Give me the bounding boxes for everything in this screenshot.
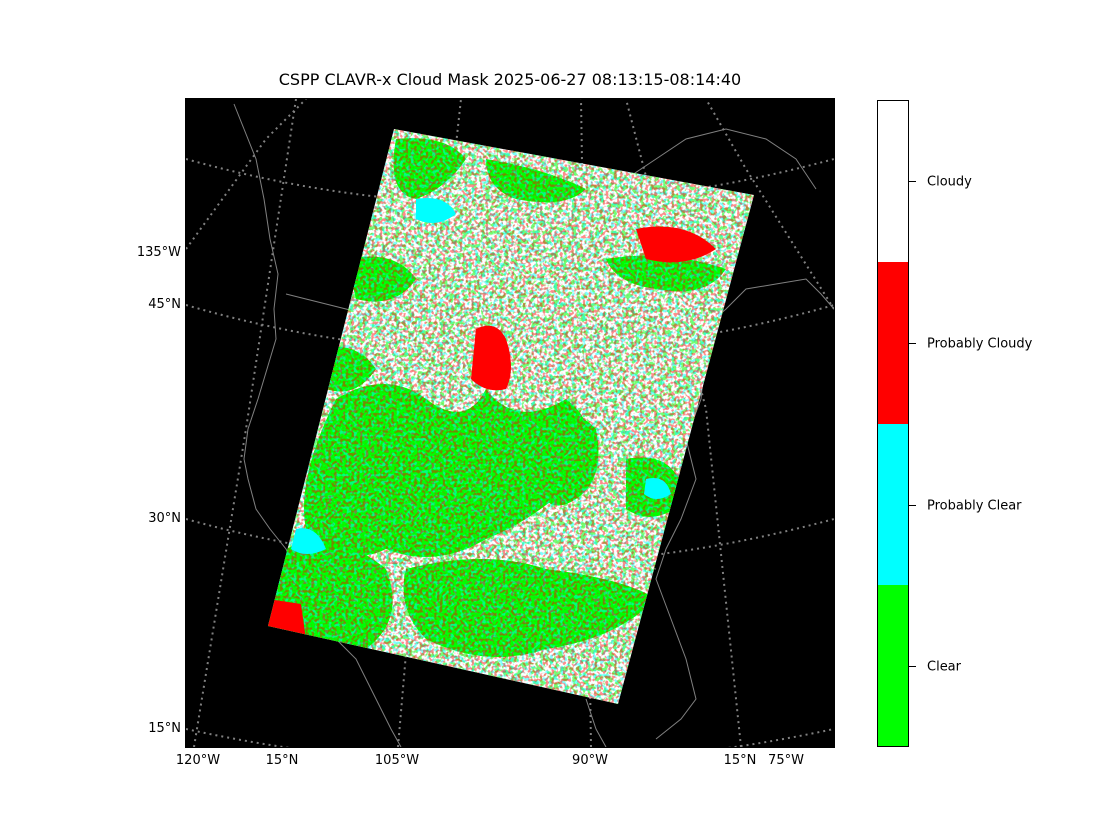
map-panel	[185, 98, 835, 748]
lon-label-135w: 135°W	[136, 245, 181, 260]
colorbar-tick	[909, 181, 916, 182]
cloud-mask-swath	[268, 129, 754, 704]
lat-label-bottom-15n-a: 15°N	[265, 753, 299, 768]
lat-label-30n: 30°N	[148, 511, 181, 526]
colorbar-cloudy-segment	[878, 101, 908, 263]
map-canvas	[186, 99, 834, 747]
colorbar-probably-clear-segment	[878, 423, 908, 585]
lat-label-bottom-15n-b: 15°N	[723, 753, 757, 768]
legend-label-cloudy: Cloudy	[927, 174, 972, 190]
lat-label-45n: 45°N	[148, 297, 181, 312]
lon-label-120w: 120°W	[175, 753, 221, 768]
colorbar-probably-cloudy-segment	[878, 262, 908, 424]
lon-label-75w: 75°W	[768, 753, 804, 768]
legend-label-clear: Clear	[927, 659, 961, 675]
legend-label-probably-cloudy: Probably Cloudy	[927, 336, 1033, 352]
lon-label-90w: 90°W	[572, 753, 608, 768]
lon-label-105w: 105°W	[374, 753, 420, 768]
colorbar	[877, 100, 909, 747]
page-title: CSPP CLAVR-x Cloud Mask 2025-06-27 08:13…	[278, 70, 742, 89]
colorbar-tick	[909, 505, 916, 506]
legend-label-probably-clear: Probably Clear	[927, 498, 1022, 514]
colorbar-tick	[909, 666, 916, 667]
lat-label-15n: 15°N	[148, 721, 181, 736]
colorbar-clear-segment	[878, 584, 908, 746]
colorbar-tick	[909, 343, 916, 344]
